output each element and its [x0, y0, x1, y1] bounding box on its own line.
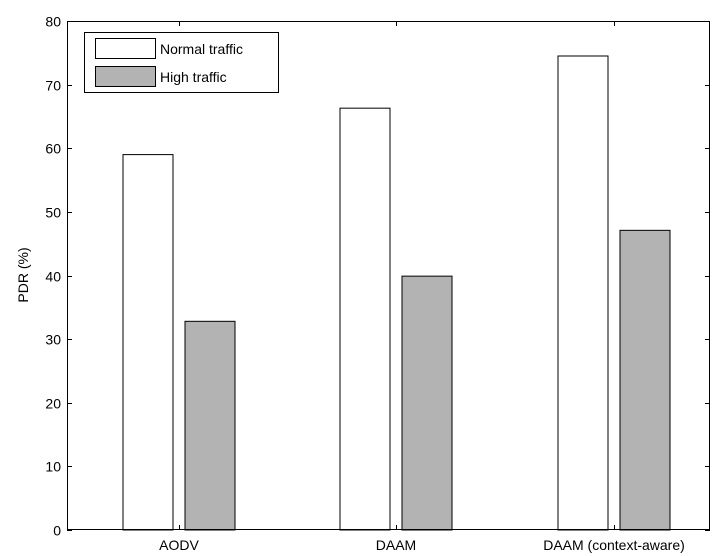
bar-normal-traffic-1: [339, 107, 391, 531]
y-tick-label: 40: [45, 269, 61, 285]
y-tick-label: 10: [45, 459, 61, 475]
legend-label: Normal traffic: [160, 41, 243, 57]
legend: Normal traffic High traffic: [84, 32, 279, 93]
legend-swatch: [95, 38, 156, 59]
bar-high-traffic-2: [619, 229, 671, 531]
y-axis-label: PDR (%): [15, 247, 31, 302]
x-tick-label: AODV: [159, 537, 199, 553]
y-tick-label: 20: [45, 396, 61, 412]
bar-high-traffic-1: [401, 275, 453, 531]
x-tick-label: DAAM: [376, 537, 416, 553]
bar-high-traffic-0: [184, 320, 236, 531]
y-tick-label: 30: [45, 332, 61, 348]
axes-frame: [67, 21, 710, 530]
legend-swatch: [95, 66, 156, 87]
y-tick-label: 50: [45, 205, 61, 221]
y-tick-label: 60: [45, 141, 61, 157]
y-tick-label: 80: [45, 14, 61, 30]
bar-normal-traffic-0: [122, 154, 174, 531]
legend-label: High traffic: [160, 69, 227, 85]
y-tick-label: 70: [45, 78, 61, 94]
x-tick-label: DAAM (context-aware): [543, 537, 685, 553]
bar-normal-traffic-2: [557, 55, 609, 531]
y-tick-label: 0: [53, 523, 61, 539]
